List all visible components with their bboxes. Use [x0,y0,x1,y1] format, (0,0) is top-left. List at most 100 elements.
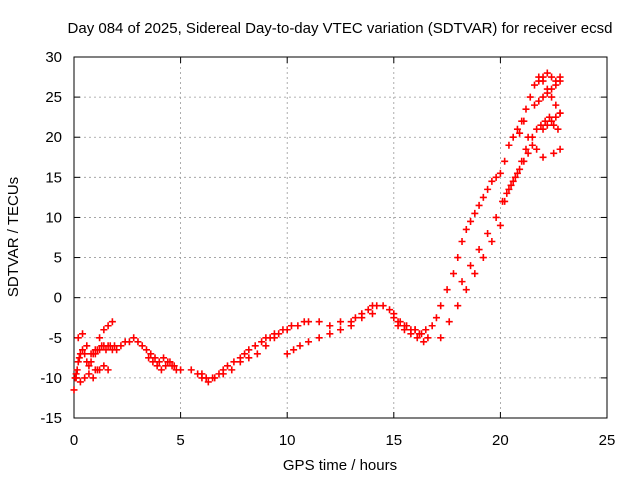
data-point [373,302,381,310]
data-points [70,69,564,394]
data-point [270,334,278,342]
data-point [556,145,564,153]
data-point [130,334,138,342]
data-point [509,133,517,141]
data-point [454,302,462,310]
data-point [522,105,530,113]
data-point [432,314,440,322]
y-tick-label: 5 [54,250,62,267]
data-point [479,193,487,201]
data-point [75,354,83,362]
data-point [149,358,157,366]
data-point [117,342,125,350]
data-point [379,302,387,310]
data-point [72,374,80,382]
data-point [111,342,119,350]
y-tick-label: 0 [54,290,62,307]
data-point [100,326,108,334]
data-point [526,93,534,101]
data-point [411,326,419,334]
data-point [236,358,244,366]
data-point [539,73,547,81]
data-point [507,181,515,189]
y-tick-label: -5 [49,330,62,347]
data-point [545,113,553,121]
data-point [445,318,453,326]
data-point [113,346,121,354]
data-point [102,346,110,354]
data-point [228,366,236,374]
y-axis-label: SDTVAR / TECUs [5,177,22,297]
data-point [283,326,291,334]
data-point [471,270,479,278]
data-point [326,322,334,330]
data-point [548,85,556,93]
data-point [153,362,161,370]
data-point [258,338,266,346]
data-point [458,278,466,286]
data-point [467,262,475,270]
data-point [262,342,270,350]
data-point [104,322,112,330]
data-point [550,121,558,129]
data-point [100,362,108,370]
data-point [400,326,408,334]
data-point [224,362,232,370]
data-point [539,125,547,133]
data-point [337,318,344,326]
data-point [74,334,82,342]
data-point [125,338,133,346]
data-point [386,306,394,314]
data-point [548,117,556,125]
data-point [543,89,551,97]
data-point [403,322,411,330]
data-point [81,350,89,358]
data-point [509,177,517,185]
data-point [522,145,530,153]
data-point [177,366,185,374]
data-point [134,338,142,346]
data-point [413,334,421,342]
y-tick-label: 20 [45,129,62,146]
data-point [204,378,212,386]
data-point [492,213,500,221]
x-tick-label: 20 [492,432,509,449]
data-point [337,326,344,334]
data-point [368,310,376,318]
data-point [539,153,547,161]
y-tick-label: 25 [45,89,62,106]
data-point [287,322,295,330]
data-point [556,109,564,117]
data-point [187,366,195,374]
data-point [535,77,543,85]
chart-title: Day 084 of 2025, Sidereal Day-to-day VTE… [68,20,613,37]
data-point [462,286,470,294]
data-point [142,346,150,354]
data-point [454,254,462,262]
data-point [496,221,504,229]
data-point [550,149,558,157]
data-point [449,270,457,278]
data-point [443,286,451,294]
data-point [471,209,479,217]
data-point [496,169,504,177]
x-axis-label: GPS time / hours [283,457,397,474]
data-point [104,366,112,374]
data-point [484,185,492,193]
data-point [170,362,178,370]
data-point [147,350,155,358]
x-tick-label: 15 [385,432,402,449]
data-point [552,101,560,109]
data-point [475,246,483,254]
data-point [513,125,521,133]
data-point [245,346,253,354]
data-point [533,145,541,153]
data-point [275,330,283,338]
data-point [358,314,366,322]
data-point [305,338,313,346]
data-point [543,121,551,129]
data-point [428,322,436,330]
data-point [294,322,302,330]
data-point [528,141,536,149]
data-point [162,362,170,370]
